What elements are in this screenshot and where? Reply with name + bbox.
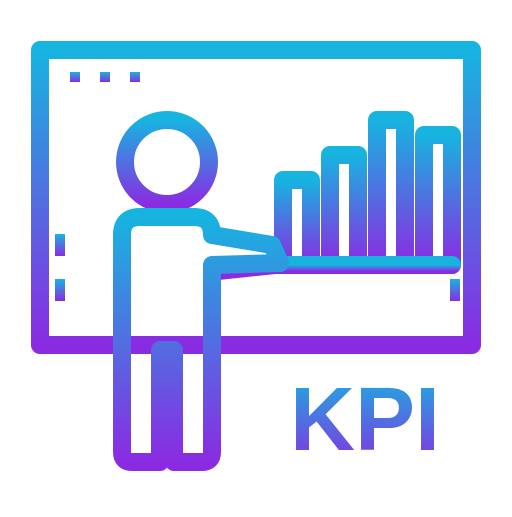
browser-header-dots: [70, 72, 140, 82]
kpi-dashboard-icon: KPI: [0, 0, 512, 512]
text-lines: [300, 295, 452, 320]
person-icon: [122, 120, 280, 462]
person-head: [125, 120, 209, 204]
bar-chart: [283, 120, 452, 265]
kpi-label: KPI: [290, 370, 440, 470]
